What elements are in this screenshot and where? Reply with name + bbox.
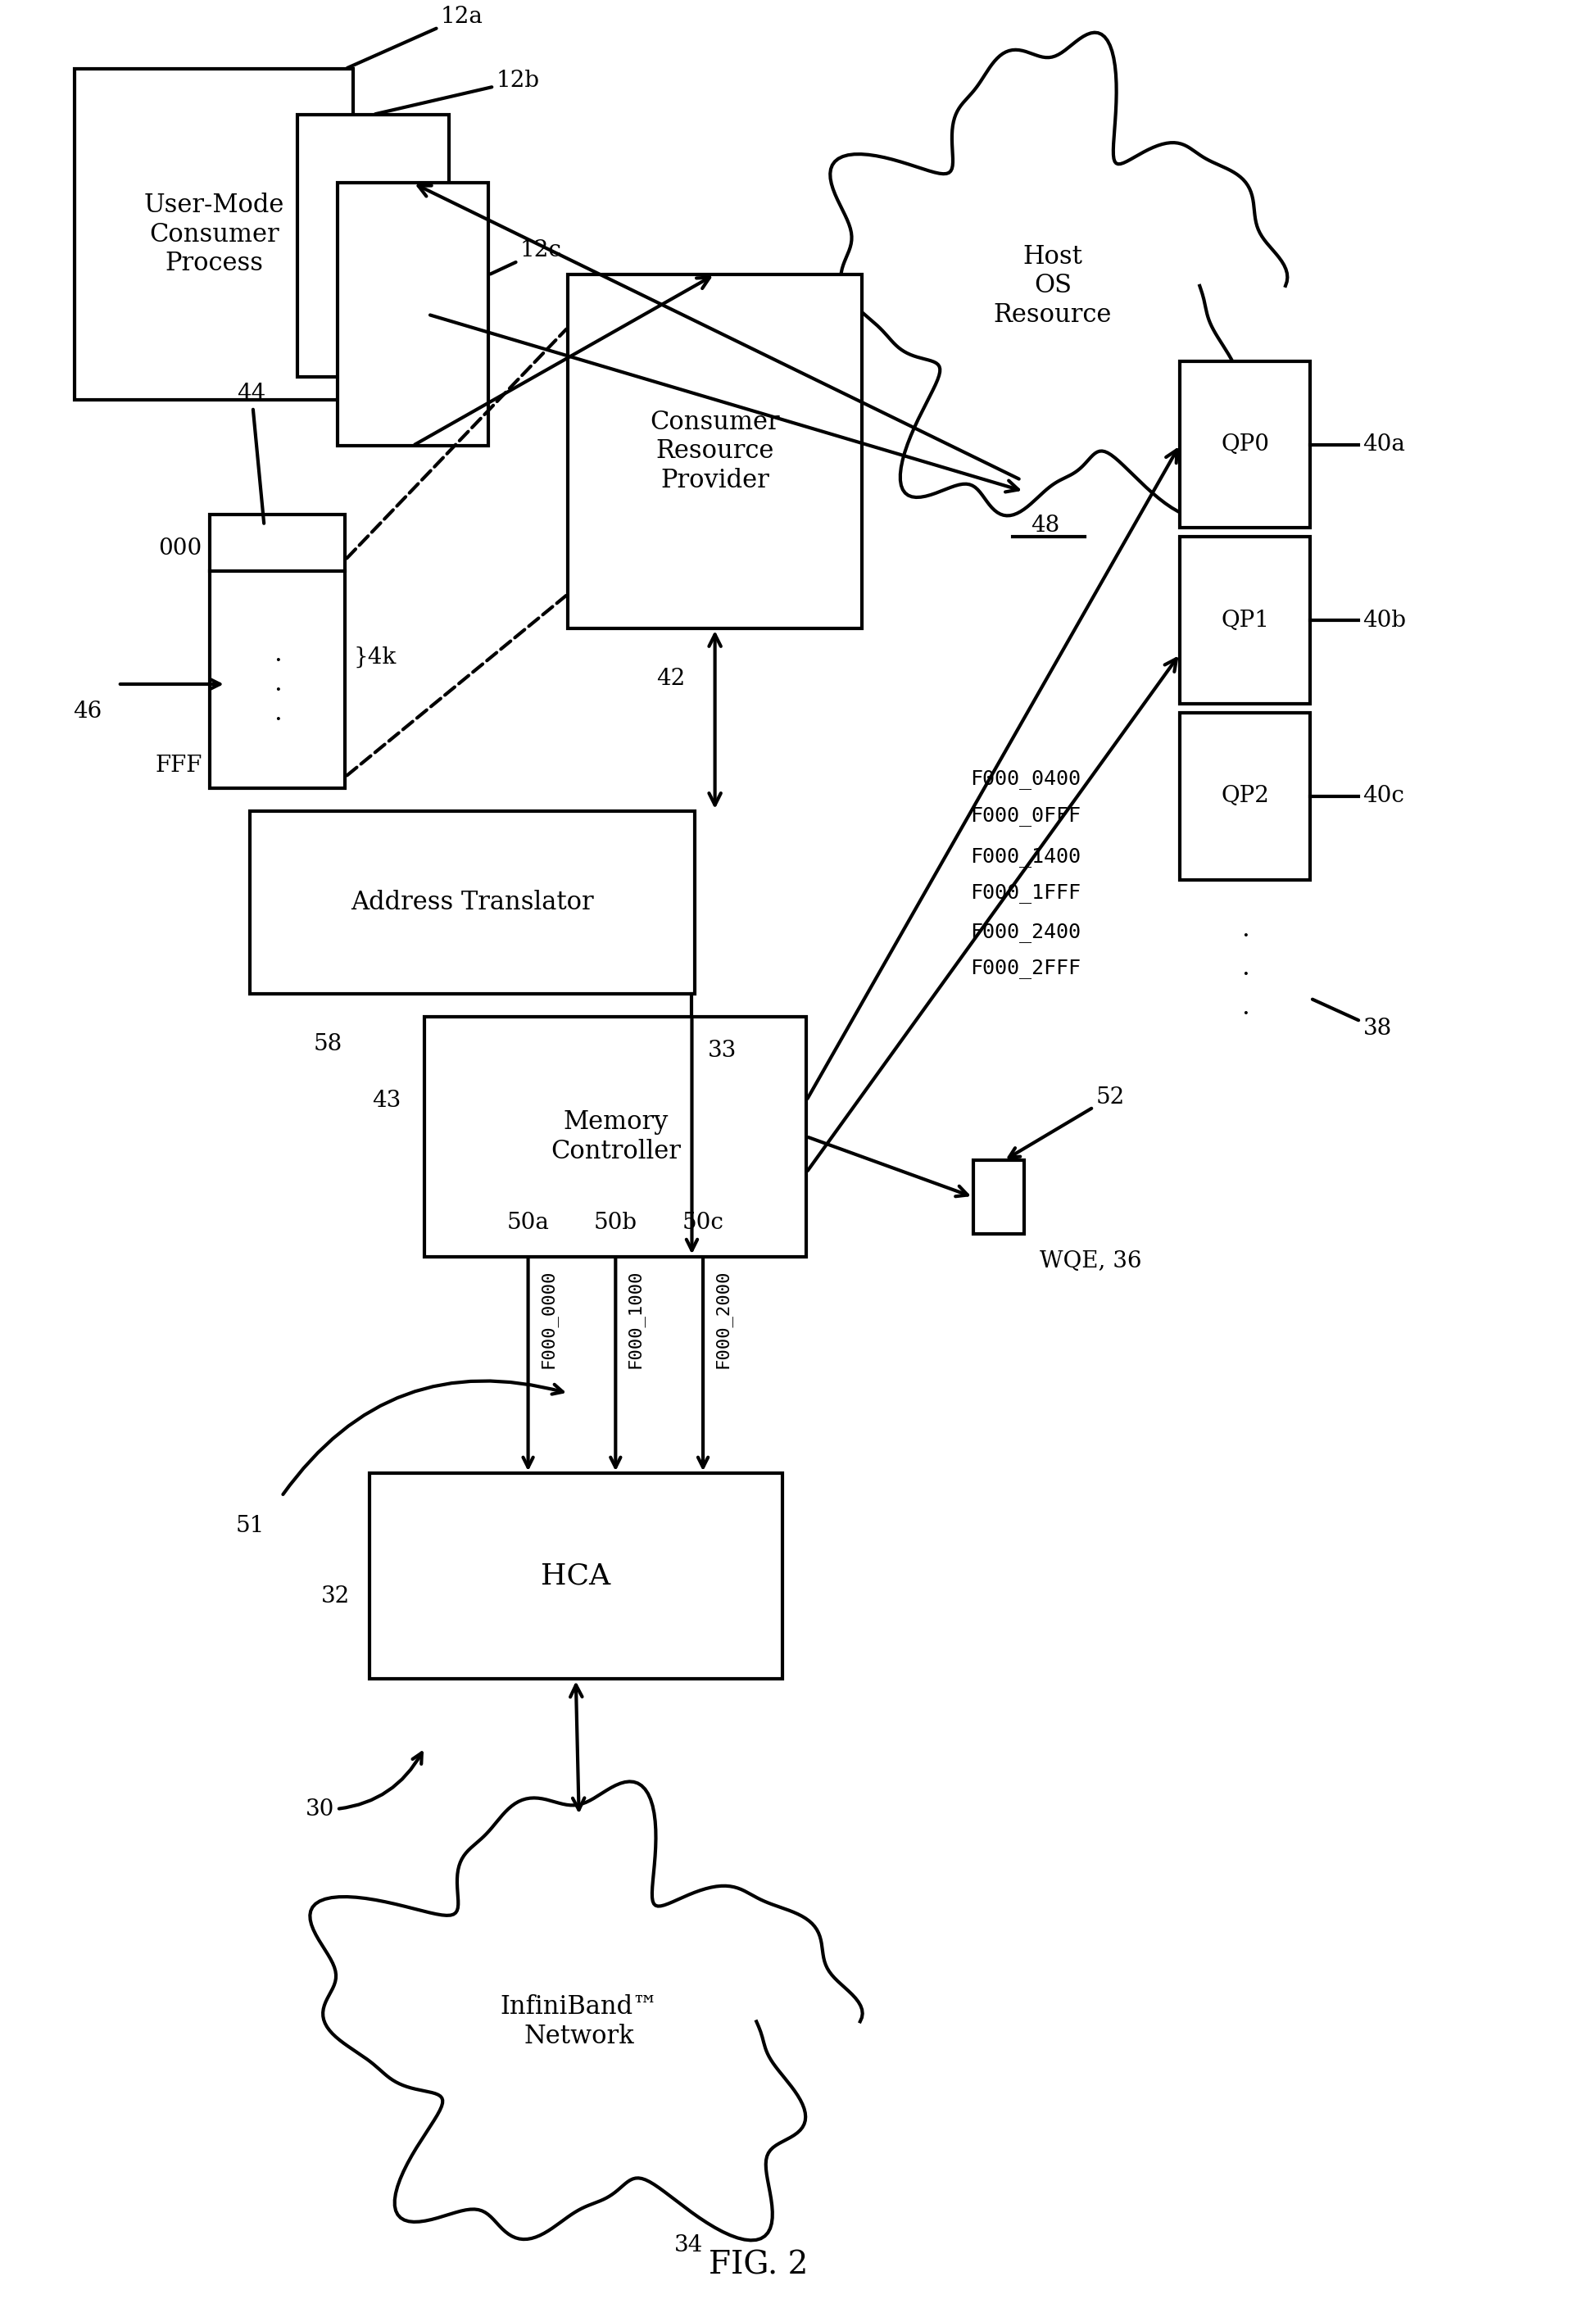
FancyBboxPatch shape [1179,713,1310,881]
Text: 46: 46 [73,701,102,722]
FancyBboxPatch shape [974,1161,1023,1235]
Text: 50c: 50c [681,1212,723,1235]
Text: F000_1FFF: F000_1FFF [970,883,1080,904]
Text: 40b: 40b [1361,609,1406,632]
Text: 30: 30 [305,1752,421,1821]
Text: QP1: QP1 [1221,609,1269,632]
Text: 58: 58 [313,1032,342,1055]
Text: 12b: 12b [375,69,539,115]
FancyBboxPatch shape [1179,361,1310,529]
Text: WQE, 36: WQE, 36 [1039,1251,1141,1271]
Polygon shape [830,32,1286,517]
Text: 34: 34 [674,2235,702,2255]
Text: F000_2400: F000_2400 [970,922,1080,943]
FancyBboxPatch shape [425,1016,806,1258]
Text: User-Mode
Consumer
Process: User-Mode Consumer Process [144,193,284,276]
FancyBboxPatch shape [369,1474,782,1678]
Text: ·: · [1240,963,1248,989]
Text: 38: 38 [1312,1000,1392,1039]
Text: 32: 32 [321,1586,350,1607]
FancyBboxPatch shape [211,515,345,789]
Text: F000_0FFF: F000_0FFF [970,807,1080,825]
FancyBboxPatch shape [568,274,862,628]
Text: 12a: 12a [348,7,484,69]
Text: ·: · [1240,924,1248,949]
Text: F000_2000: F000_2000 [713,1269,731,1368]
Text: QP2: QP2 [1221,786,1269,807]
Text: F000_0000: F000_0000 [539,1269,555,1368]
Text: 33: 33 [707,1039,736,1062]
Text: F000_2FFF: F000_2FFF [970,959,1080,979]
Text: QP0: QP0 [1221,435,1269,455]
Text: 12c: 12c [490,239,562,274]
Text: F000_1400: F000_1400 [970,846,1080,867]
Text: 40a: 40a [1361,435,1404,455]
Text: 50b: 50b [594,1212,637,1235]
Text: 50a: 50a [506,1212,549,1235]
Text: InfiniBand™
Network: InfiniBand™ Network [500,1993,658,2048]
Text: Host
OS
Resource: Host OS Resource [993,244,1111,329]
Text: 000: 000 [158,538,203,559]
Text: 43: 43 [372,1090,401,1113]
Text: Consumer
Resource
Provider: Consumer Resource Provider [650,409,779,494]
FancyBboxPatch shape [1179,538,1310,703]
Polygon shape [310,1782,862,2239]
FancyBboxPatch shape [75,69,353,400]
Text: ·
·
·: · · · [273,648,281,733]
Text: 44: 44 [238,384,267,524]
Text: 42: 42 [656,667,685,690]
Text: ·: · [1240,1002,1248,1028]
Text: 51: 51 [235,1515,265,1538]
Text: 52: 52 [1009,1085,1124,1156]
Text: FFF: FFF [155,754,203,777]
Text: F000_0400: F000_0400 [970,770,1080,789]
Text: Address Translator: Address Translator [351,890,594,915]
FancyBboxPatch shape [249,812,694,993]
Text: Memory
Controller: Memory Controller [551,1108,680,1163]
FancyBboxPatch shape [337,184,488,446]
Text: }4k: }4k [353,646,396,669]
FancyBboxPatch shape [297,115,448,377]
Text: HCA: HCA [541,1563,610,1591]
Text: 48: 48 [1029,515,1058,536]
Text: F000_1000: F000_1000 [626,1269,643,1368]
Text: 40c: 40c [1361,786,1404,807]
Text: FIG. 2: FIG. 2 [709,2251,808,2281]
